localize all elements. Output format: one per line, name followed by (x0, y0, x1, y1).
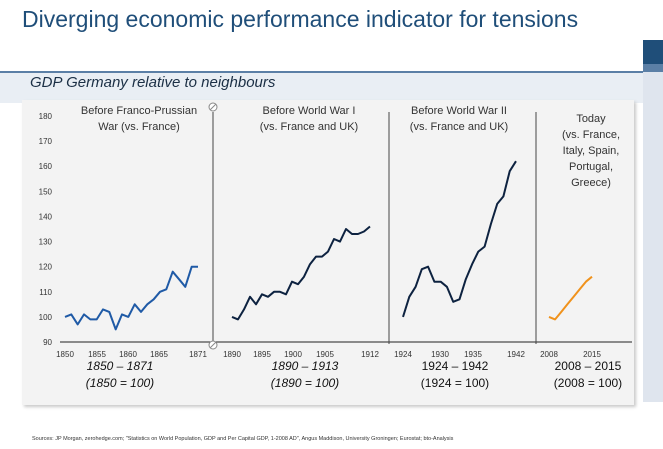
panel-label: Before World War II (411, 105, 507, 117)
x-tick-label: 1942 (507, 350, 525, 359)
x-tick-label: 1865 (150, 350, 168, 359)
panel-label: Before Franco-Prussian (81, 105, 197, 117)
x-tick-label: 2008 (540, 350, 558, 359)
panel-label: (vs. France and UK) (410, 121, 508, 133)
panel-base: (2008 = 100) (554, 376, 622, 390)
y-tick-label: 130 (39, 238, 53, 247)
y-tick-label: 160 (39, 162, 53, 171)
panel-base: (1890 = 100) (271, 376, 339, 390)
series-line (548, 275, 593, 321)
subtitle-bar (0, 71, 663, 103)
x-tick-label: 1930 (431, 350, 449, 359)
decorative-strip (643, 0, 663, 449)
x-tick-label: 1905 (316, 350, 334, 359)
panel-label: Today (576, 113, 606, 125)
panel-base: (1924 = 100) (421, 376, 489, 390)
x-tick-label: 1855 (88, 350, 106, 359)
x-tick-label: 1871 (189, 350, 207, 359)
panel-label: Greece) (571, 177, 611, 189)
x-tick-label: 1860 (119, 350, 137, 359)
x-tick-label: 1890 (223, 350, 241, 359)
y-tick-label: 120 (39, 263, 53, 272)
series-line (402, 160, 517, 318)
x-tick-label: 1924 (394, 350, 412, 359)
axis-break-slash (209, 341, 217, 349)
y-tick-label: 90 (43, 338, 52, 347)
series-line (64, 265, 198, 331)
series-line (231, 225, 371, 321)
panel-label: (vs. France, (562, 129, 620, 141)
panel-label: War (vs. France) (98, 121, 180, 133)
panel-period: 1850 – 1871 (87, 359, 154, 373)
sources-note: Sources: JP Morgan, zerohedge.com; "Stat… (32, 436, 454, 442)
panel-period: 2008 – 2015 (555, 359, 622, 373)
panel-label: Before World War I (263, 105, 356, 117)
panel-period: 1924 – 1942 (422, 359, 489, 373)
panel-label: Italy, Spain, (563, 145, 620, 157)
x-tick-label: 1895 (253, 350, 271, 359)
panel-period: 1890 – 1913 (272, 359, 339, 373)
panel-base: (1850 = 100) (86, 376, 154, 390)
y-tick-label: 100 (39, 313, 53, 322)
panel-label: Portugal, (569, 161, 613, 173)
chart-subtitle: GDP Germany relative to neighbours (30, 74, 276, 91)
x-tick-label: 1900 (284, 350, 302, 359)
x-tick-label: 2015 (583, 350, 601, 359)
axis-break-slash (209, 103, 217, 111)
y-tick-label: 150 (39, 187, 53, 196)
x-tick-label: 1935 (464, 350, 482, 359)
y-tick-label: 140 (39, 212, 53, 221)
panel-label: (vs. France and UK) (260, 121, 358, 133)
x-tick-label: 1912 (361, 350, 379, 359)
y-tick-label: 110 (39, 288, 52, 297)
y-tick-label: 170 (39, 137, 53, 146)
y-tick-label: 180 (39, 112, 53, 121)
slide-title: Diverging economic performance indicator… (22, 6, 579, 32)
x-tick-label: 1850 (56, 350, 74, 359)
